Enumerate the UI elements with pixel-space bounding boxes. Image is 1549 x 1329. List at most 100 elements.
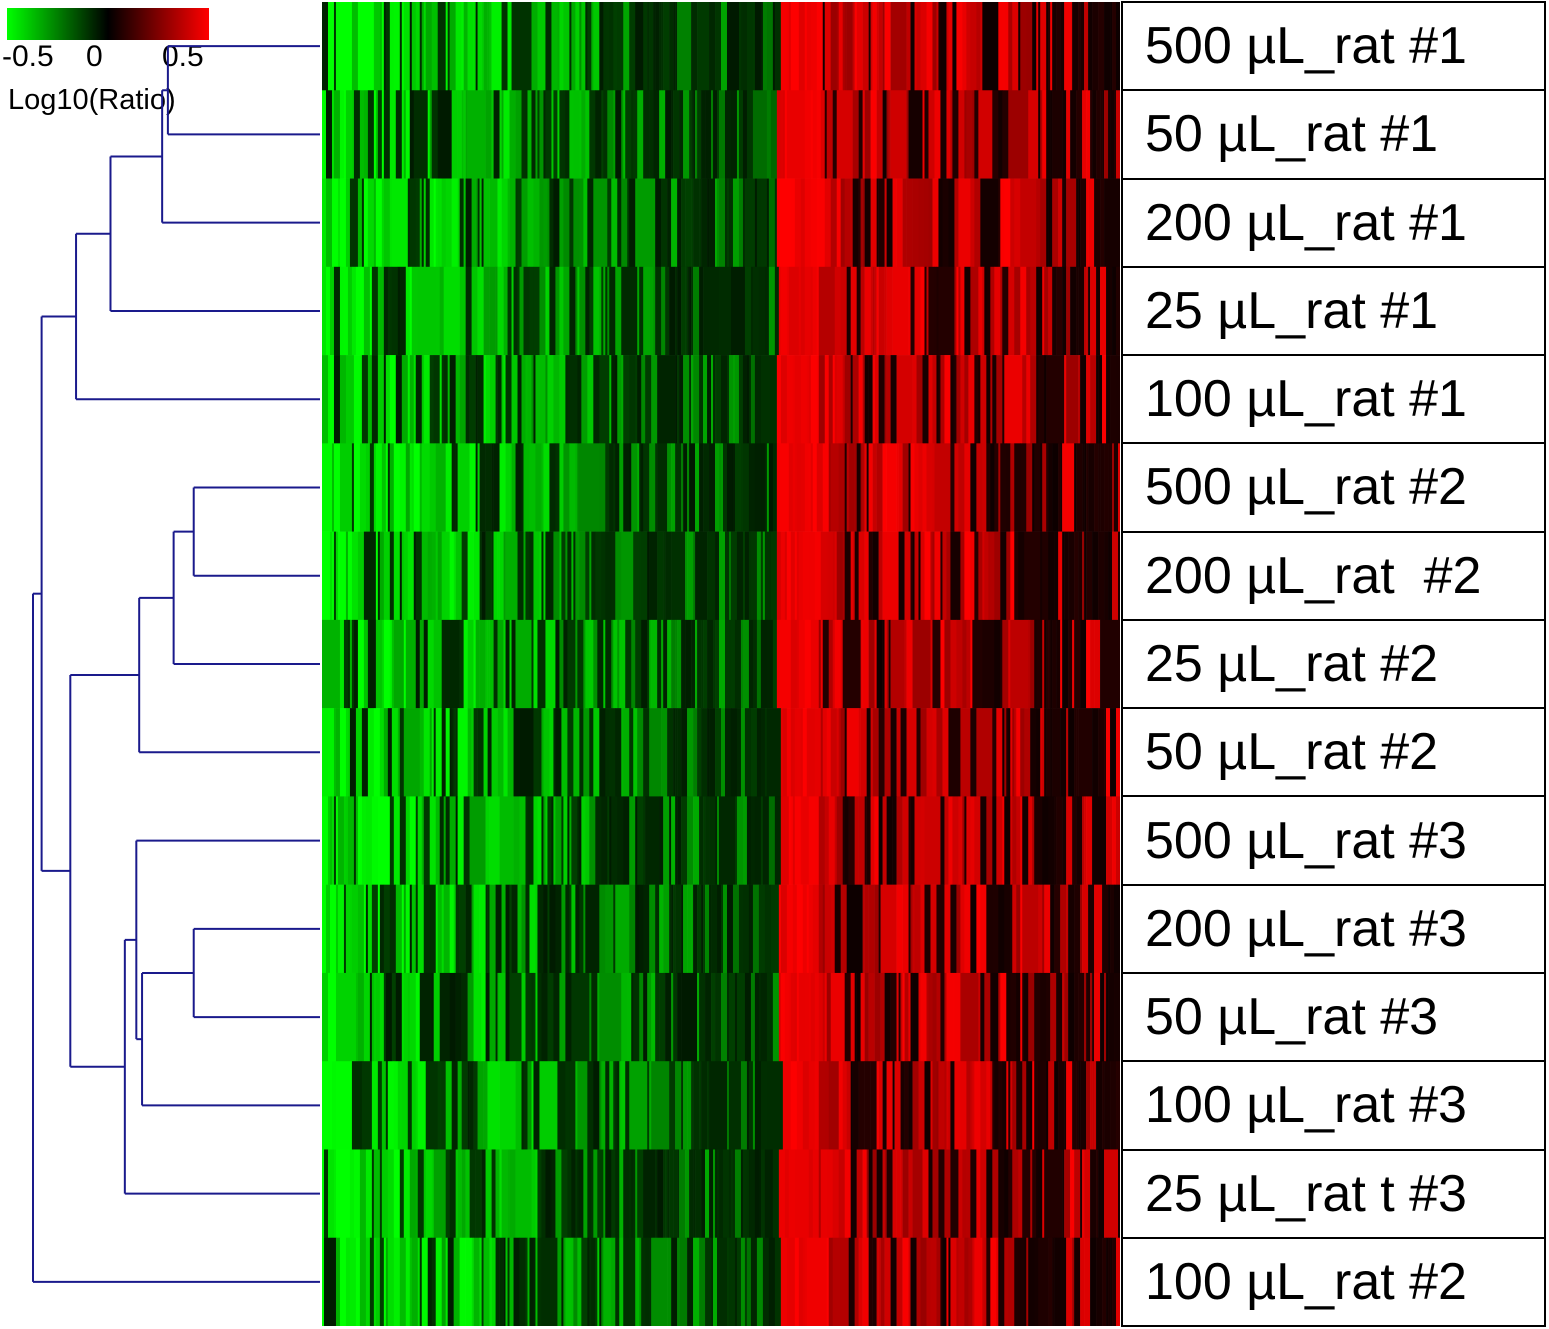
heatmap-cell <box>838 708 841 797</box>
heatmap-cell <box>539 178 544 268</box>
heatmap-cell <box>719 619 726 709</box>
heatmap-cell <box>611 884 614 974</box>
heatmap-cell <box>744 972 752 1062</box>
heatmap-cell <box>930 1237 937 1326</box>
heatmap-cell <box>970 619 973 709</box>
heatmap-cell <box>611 355 616 444</box>
heatmap-cell <box>758 972 762 1062</box>
heatmap-cell <box>960 708 971 797</box>
heatmap-cell <box>782 266 788 356</box>
heatmap-cell <box>1052 1237 1055 1326</box>
heatmap-cell <box>862 1237 869 1326</box>
heatmap-cell <box>814 972 820 1062</box>
heatmap-cell <box>880 1237 885 1326</box>
heatmap-cell <box>874 266 877 356</box>
heatmap-cell <box>1042 443 1047 532</box>
heatmap-cell <box>515 619 532 709</box>
heatmap-cell <box>932 2 937 91</box>
heatmap-cell <box>593 708 600 797</box>
heatmap-cell <box>407 1061 413 1150</box>
heatmap-cell <box>693 884 698 974</box>
heatmap-cell <box>517 178 522 268</box>
heatmap-cell <box>744 708 752 797</box>
heatmap-cell <box>1084 266 1087 356</box>
heatmap-cell <box>1030 1149 1033 1239</box>
heatmap-cell <box>545 266 548 356</box>
heatmap-cell <box>543 708 550 797</box>
heatmap-cell <box>1050 884 1055 974</box>
heatmap-cell <box>742 90 748 179</box>
heatmap-cell <box>525 355 528 444</box>
heatmap-cell <box>850 1149 857 1239</box>
heatmap-cell <box>1106 266 1113 356</box>
heatmap-cell <box>555 266 560 356</box>
heatmap-cell <box>1096 90 1101 179</box>
heatmap-cell <box>802 708 808 797</box>
heatmap-cell <box>870 2 873 91</box>
heatmap-cell <box>563 619 568 709</box>
heatmap-cell <box>441 1237 446 1326</box>
heatmap-cell <box>1096 266 1101 356</box>
heatmap-cell <box>976 884 981 974</box>
heatmap-cell <box>677 619 682 709</box>
heatmap-cell <box>1064 1061 1067 1150</box>
heatmap-cell <box>585 531 590 621</box>
heatmap-cell <box>950 531 961 621</box>
heatmap-cell <box>900 1149 903 1239</box>
heatmap-cell <box>327 796 331 885</box>
heatmap-cell <box>397 1061 403 1150</box>
heatmap-cell <box>932 443 935 532</box>
heatmap-cell <box>954 972 961 1062</box>
heatmap-cell <box>994 443 999 532</box>
heatmap-cell <box>970 2 977 91</box>
heatmap-cell <box>1046 2 1049 91</box>
row-label-box: 100 µL_rat #1 <box>1121 354 1546 445</box>
heatmap-cell <box>493 443 500 532</box>
heatmap-cell <box>1026 443 1033 532</box>
heatmap-cell <box>567 708 574 797</box>
heatmap-cell <box>1036 619 1043 709</box>
heatmap-cell <box>950 884 957 974</box>
heatmap-cell <box>932 1149 939 1239</box>
heatmap-cell <box>441 355 444 444</box>
heatmap-cell <box>966 619 971 709</box>
heatmap-cell <box>764 443 768 532</box>
heatmap-cell <box>371 355 379 444</box>
heatmap-cell <box>896 884 903 974</box>
heatmap-cell <box>373 2 377 91</box>
heatmap-cell <box>575 266 578 356</box>
heatmap-cell <box>657 531 664 621</box>
heatmap-cell <box>1026 1237 1029 1326</box>
heatmap-cell <box>728 1149 732 1239</box>
heatmap-cell <box>467 90 486 179</box>
heatmap-cell <box>561 796 564 885</box>
heatmap-cell <box>475 1149 482 1239</box>
heatmap-cell <box>571 2 576 91</box>
heatmap-cell <box>994 531 1001 621</box>
heatmap-cell <box>1090 90 1093 179</box>
heatmap-cell <box>575 531 580 621</box>
heatmap-cell <box>828 531 834 621</box>
heatmap-cell <box>862 443 865 532</box>
heatmap-cell <box>982 266 985 356</box>
heatmap-cell <box>818 178 826 268</box>
heatmap-cell <box>505 1237 508 1326</box>
heatmap-cell <box>742 796 748 885</box>
heatmap-cell <box>1108 90 1111 179</box>
heatmap-cell <box>1054 884 1061 974</box>
heatmap-cell <box>1086 266 1089 356</box>
heatmap-cell <box>547 266 550 356</box>
heatmap-cell <box>483 355 486 444</box>
heatmap-cell <box>970 884 977 974</box>
heatmap-cell <box>992 90 999 179</box>
heatmap-cell <box>691 619 696 709</box>
heatmap-cell <box>691 1061 694 1150</box>
heatmap-cell <box>1074 972 1079 1062</box>
heatmap-cell <box>375 443 383 532</box>
heatmap-cell <box>535 90 538 179</box>
heatmap-cell <box>1114 90 1117 179</box>
heatmap-cell <box>455 972 462 1062</box>
heatmap-cell <box>707 619 714 709</box>
heatmap-cell <box>860 708 867 797</box>
heatmap-cell <box>858 708 861 797</box>
